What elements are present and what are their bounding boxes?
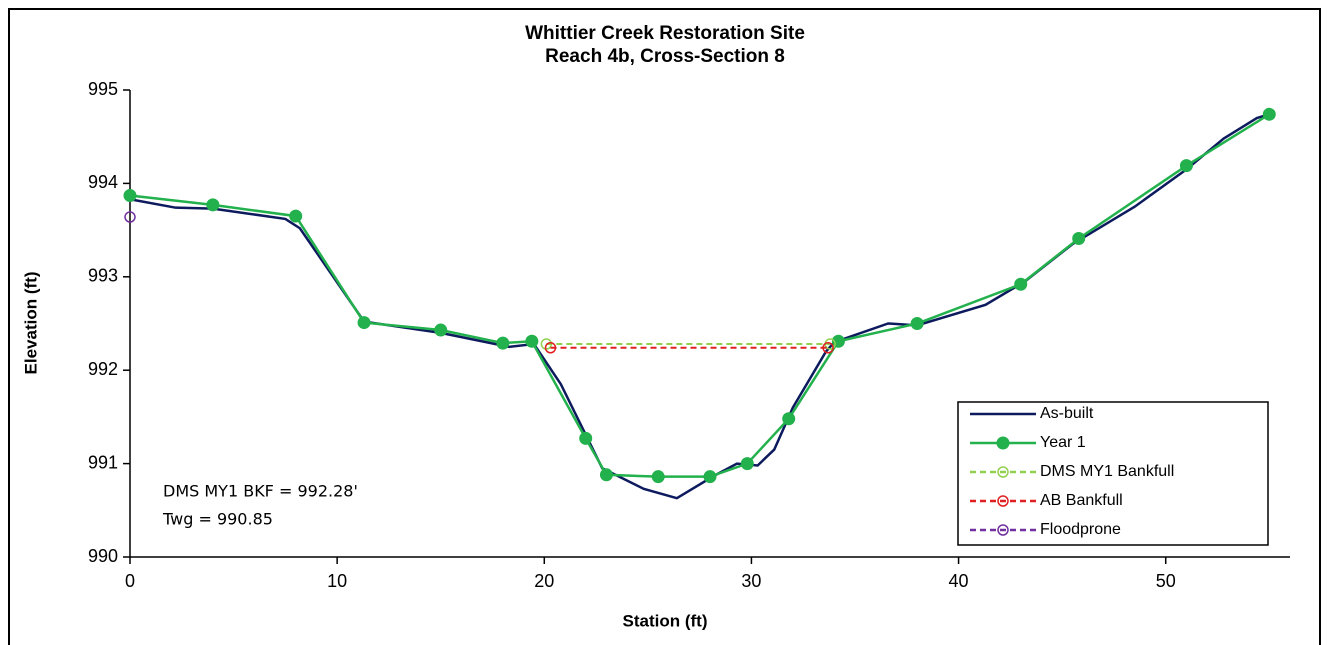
x-tick-label: 30	[741, 571, 761, 591]
marker	[434, 323, 448, 337]
x-tick-label: 10	[327, 571, 347, 591]
chart-border	[8, 8, 1321, 645]
marker	[910, 317, 924, 330]
marker	[544, 342, 557, 354]
x-tick-label: 50	[1156, 571, 1176, 591]
legend-label: DMS MY1 Bankfull	[1040, 463, 1174, 480]
x-tick-label: 0	[125, 571, 135, 591]
x-axis-label: Station (ft)	[623, 611, 708, 630]
x-tick-label: 20	[534, 571, 554, 591]
marker	[1072, 232, 1086, 246]
marker	[703, 470, 717, 484]
legend-marker	[997, 466, 1009, 478]
y-tick-label: 994	[88, 172, 118, 192]
marker	[1014, 277, 1028, 291]
legend-label: AB Bankfull	[1040, 492, 1123, 509]
y-tick-label: 992	[88, 359, 118, 379]
marker	[289, 209, 303, 223]
legend-marker	[997, 495, 1009, 507]
marker	[782, 412, 796, 426]
annotation: DMS MY1 BKF = 992.28'	[163, 482, 358, 501]
marker	[1262, 107, 1276, 121]
legend-marker	[996, 436, 1010, 450]
legend-marker	[997, 524, 1009, 536]
chart-title: Whittier Creek Restoration Site	[525, 23, 805, 44]
legend-label: As-built	[1040, 405, 1094, 422]
y-tick-label: 993	[88, 266, 118, 286]
marker	[599, 468, 613, 482]
marker	[1179, 159, 1193, 173]
marker	[206, 198, 220, 212]
y-tick-label: 991	[88, 452, 118, 472]
marker	[651, 470, 665, 484]
legend-label: Year 1	[1040, 434, 1086, 451]
marker	[357, 316, 371, 330]
y-tick-label: 995	[88, 79, 118, 99]
legend-label: Floodprone	[1040, 521, 1121, 538]
marker	[124, 211, 136, 223]
marker	[525, 334, 539, 348]
x-tick-label: 40	[949, 571, 969, 591]
annotation: Twg = 990.85	[162, 510, 273, 529]
y-axis-label: Elevation (ft)	[21, 272, 40, 375]
legend-box	[957, 401, 1269, 546]
marker	[579, 431, 593, 445]
marker	[822, 342, 834, 354]
marker	[496, 336, 510, 350]
marker	[740, 457, 754, 471]
marker	[123, 189, 137, 203]
chart-subtitle: Reach 4b, Cross-Section 8	[545, 46, 785, 67]
y-tick-label: 990	[88, 546, 118, 566]
